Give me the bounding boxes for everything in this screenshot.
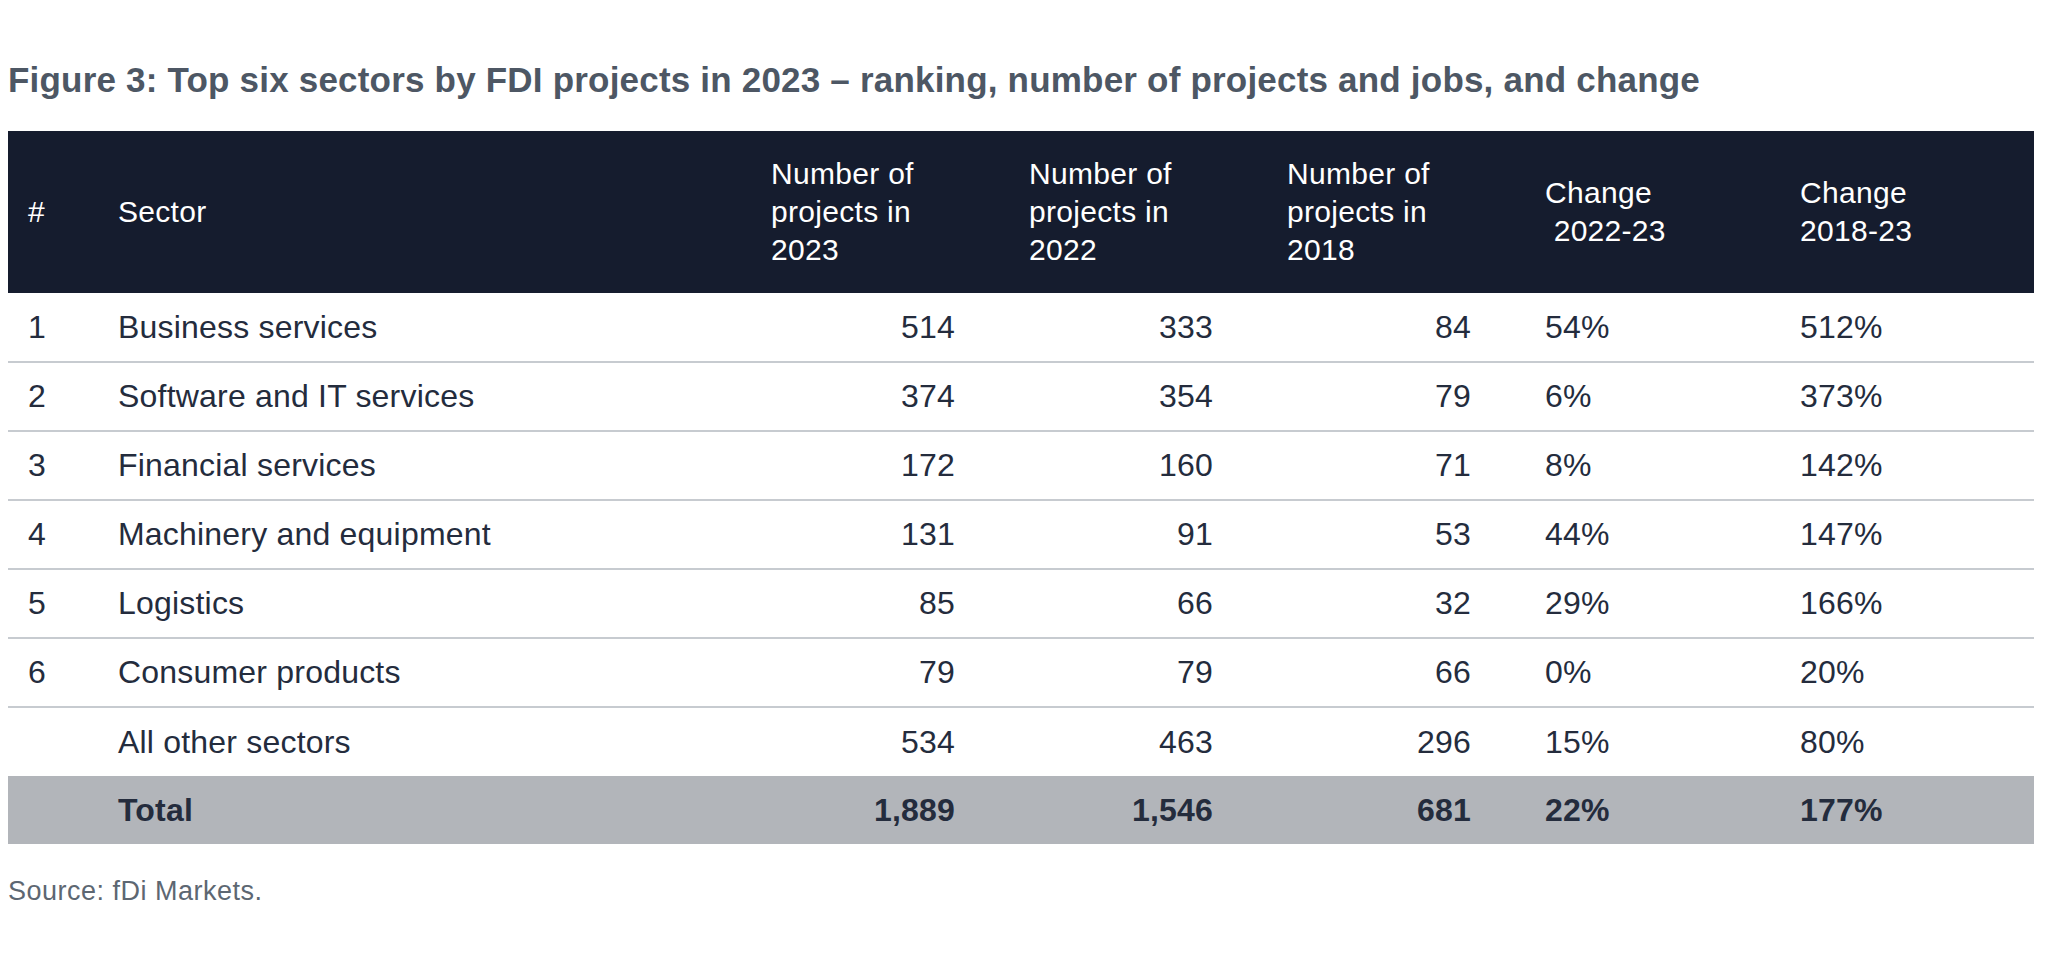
source-note: Source: fDi Markets. (8, 876, 263, 907)
header-projects-2022: Number of projects in 2022 (1021, 131, 1279, 293)
table-row-business-services: 1 Business services 514 333 84 54% 512% (8, 293, 2034, 362)
change-2022-23-cell: 0% (1537, 638, 1792, 707)
projects-2023-cell: 79 (763, 638, 1021, 707)
rank-cell (8, 776, 108, 844)
projects-2022-cell: 160 (1021, 431, 1279, 500)
projects-2018-cell: 79 (1279, 362, 1537, 431)
change-2018-23-cell: 512% (1792, 293, 2034, 362)
header-change-2022-23: Change 2022-23 (1537, 131, 1792, 293)
change-2018-23-cell: 373% (1792, 362, 2034, 431)
projects-2018-cell: 296 (1279, 707, 1537, 776)
table-row-software-it: 2 Software and IT services 374 354 79 6%… (8, 362, 2034, 431)
change-2018-23-cell: 142% (1792, 431, 2034, 500)
projects-2023-cell: 514 (763, 293, 1021, 362)
projects-2023-cell: 534 (763, 707, 1021, 776)
header-rank: # (8, 131, 108, 293)
change-2022-23-cell: 29% (1537, 569, 1792, 638)
projects-2022-total: 1,546 (1021, 776, 1279, 844)
rank-cell: 5 (8, 569, 108, 638)
table-row-financial-services: 3 Financial services 172 160 71 8% 142% (8, 431, 2034, 500)
header-change-2018-23: Change 2018-23 (1792, 131, 2034, 293)
projects-2023-cell: 85 (763, 569, 1021, 638)
sector-cell: Financial services (108, 431, 763, 500)
projects-2018-cell: 71 (1279, 431, 1537, 500)
projects-2018-cell: 53 (1279, 500, 1537, 569)
projects-2023-cell: 172 (763, 431, 1021, 500)
projects-2018-cell: 66 (1279, 638, 1537, 707)
rank-cell: 3 (8, 431, 108, 500)
header-sector: Sector (108, 131, 763, 293)
table-row-machinery-equipment: 4 Machinery and equipment 131 91 53 44% … (8, 500, 2034, 569)
projects-2023-cell: 374 (763, 362, 1021, 431)
projects-2022-cell: 354 (1021, 362, 1279, 431)
projects-2022-cell: 91 (1021, 500, 1279, 569)
figure-title: Figure 3: Top six sectors by FDI project… (8, 60, 2008, 100)
table-header: # Sector Number of projects in 2023 Numb… (8, 131, 2034, 293)
sector-cell: Software and IT services (108, 362, 763, 431)
sector-cell: Consumer products (108, 638, 763, 707)
change-2018-23-cell: 166% (1792, 569, 2034, 638)
rank-cell: 2 (8, 362, 108, 431)
change-2022-23-cell: 8% (1537, 431, 1792, 500)
sector-cell: All other sectors (108, 707, 763, 776)
table-header-row: # Sector Number of projects in 2023 Numb… (8, 131, 2034, 293)
sector-cell: Business services (108, 293, 763, 362)
header-projects-2023: Number of projects in 2023 (763, 131, 1021, 293)
change-2018-23-cell: 147% (1792, 500, 2034, 569)
rank-cell (8, 707, 108, 776)
rank-cell: 1 (8, 293, 108, 362)
table-row-total: Total 1,889 1,546 681 22% 177% (8, 776, 2034, 844)
projects-2022-cell: 66 (1021, 569, 1279, 638)
projects-2022-cell: 463 (1021, 707, 1279, 776)
projects-2018-cell: 32 (1279, 569, 1537, 638)
table-row-consumer-products: 6 Consumer products 79 79 66 0% 20% (8, 638, 2034, 707)
table-body: 1 Business services 514 333 84 54% 512% … (8, 293, 2034, 844)
table-row-logistics: 5 Logistics 85 66 32 29% 166% (8, 569, 2034, 638)
rank-cell: 4 (8, 500, 108, 569)
projects-2023-cell: 131 (763, 500, 1021, 569)
change-2022-23-cell: 6% (1537, 362, 1792, 431)
sector-cell: Machinery and equipment (108, 500, 763, 569)
projects-2018-total: 681 (1279, 776, 1537, 844)
sector-cell: Logistics (108, 569, 763, 638)
change-2022-23-cell: 15% (1537, 707, 1792, 776)
change-2022-23-total: 22% (1537, 776, 1792, 844)
change-2022-23-cell: 44% (1537, 500, 1792, 569)
header-projects-2018: Number of projects in 2018 (1279, 131, 1537, 293)
change-2018-23-cell: 20% (1792, 638, 2034, 707)
change-2022-23-cell: 54% (1537, 293, 1792, 362)
fdi-sectors-table: # Sector Number of projects in 2023 Numb… (8, 131, 2034, 844)
projects-2018-cell: 84 (1279, 293, 1537, 362)
table-row-all-other-sectors: All other sectors 534 463 296 15% 80% (8, 707, 2034, 776)
projects-2022-cell: 333 (1021, 293, 1279, 362)
total-label-cell: Total (108, 776, 763, 844)
change-2018-23-total: 177% (1792, 776, 2034, 844)
projects-2022-cell: 79 (1021, 638, 1279, 707)
rank-cell: 6 (8, 638, 108, 707)
change-2018-23-cell: 80% (1792, 707, 2034, 776)
figure-page: Figure 3: Top six sectors by FDI project… (0, 0, 2048, 978)
projects-2023-total: 1,889 (763, 776, 1021, 844)
